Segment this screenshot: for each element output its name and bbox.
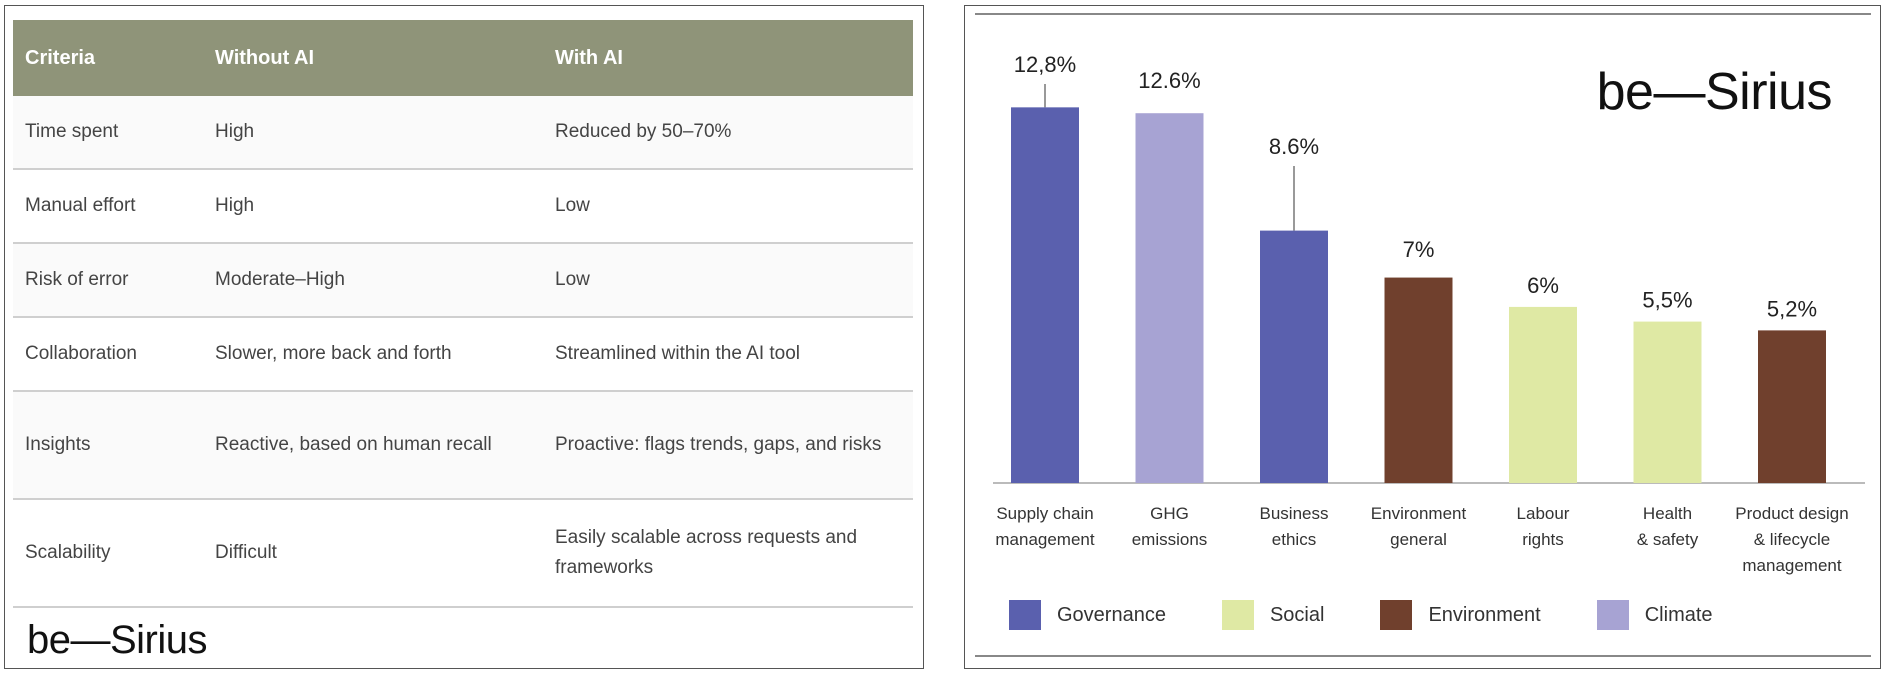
table-row: Insights Reactive, based on human recall… xyxy=(13,392,913,500)
table-header: Criteria Without AI With AI xyxy=(13,20,913,96)
cell-without-ai: Reactive, based on human recall xyxy=(215,434,492,455)
cell-without-ai: Moderate–High xyxy=(215,269,345,290)
bar-5 xyxy=(1509,306,1577,483)
value-label: 5,2% xyxy=(1767,296,1817,321)
bar-7 xyxy=(1758,330,1826,483)
cell-without-ai: Difficult xyxy=(215,542,277,563)
cell-without-ai: High xyxy=(215,195,255,216)
legend-item-climate: Climate xyxy=(1596,600,1713,630)
value-label: 8.6% xyxy=(1269,134,1319,159)
bar-1 xyxy=(1011,107,1079,483)
cell-criteria: Time spent xyxy=(25,121,119,142)
brand-logo-text: be—Sirius xyxy=(27,618,208,662)
value-label: 12,8% xyxy=(1014,52,1076,77)
legend-label: Climate xyxy=(1644,603,1713,626)
chart-legend: Governance Social Environment Climate xyxy=(1009,600,1769,630)
cell-criteria: Collaboration xyxy=(25,343,137,364)
cell-criteria: Insights xyxy=(25,434,91,455)
bar-3 xyxy=(1260,230,1328,483)
legend-swatch xyxy=(1221,600,1254,630)
category-label: Product design xyxy=(1735,504,1848,523)
cell-with-ai: Easily scalable across requests and fram… xyxy=(555,527,858,578)
legend-label: Environment xyxy=(1428,603,1541,626)
header-without-ai: Without AI xyxy=(215,46,315,69)
cell-without-ai: High xyxy=(215,121,255,142)
category-label: general xyxy=(1390,530,1447,549)
cell-with-ai: Proactive: flags trends, gaps, and risks xyxy=(555,434,882,455)
category-label: management xyxy=(995,530,1095,549)
table-body: Time spent High Reduced by 50–70% Manual… xyxy=(13,96,913,608)
category-label: Environment xyxy=(1371,504,1467,523)
cell-without-ai: Slower, more back and forth xyxy=(215,343,452,364)
table-row: Scalability Difficult Easily scalable ac… xyxy=(13,500,913,608)
value-label: 12.6% xyxy=(1138,68,1200,93)
table-row: Risk of error Moderate–High Low xyxy=(13,244,913,318)
cell-criteria: Risk of error xyxy=(25,269,129,290)
header-criteria: Criteria xyxy=(25,46,96,69)
chart-panel: be—Sirius 12,8% Supply chain management 12.… xyxy=(964,5,1881,669)
category-label: & safety xyxy=(1637,530,1699,549)
cell-with-ai: Reduced by 50–70% xyxy=(555,121,732,142)
comparison-table-panel: Criteria Without AI With AI Time spent H… xyxy=(4,5,924,669)
cell-criteria: Scalability xyxy=(25,542,111,563)
bar-2 xyxy=(1135,113,1204,483)
category-label: Health xyxy=(1643,504,1692,523)
category-label: emissions xyxy=(1132,530,1208,549)
cell-with-ai: Low xyxy=(555,195,590,216)
value-label: 7% xyxy=(1403,237,1435,262)
category-label: rights xyxy=(1522,530,1564,549)
category-label: & lifecycle xyxy=(1754,530,1831,549)
legend-swatch xyxy=(1380,600,1413,630)
legend-item-social: Social xyxy=(1221,600,1325,630)
cell-with-ai: Low xyxy=(555,269,590,290)
category-label: Business xyxy=(1260,504,1329,523)
legend-swatch xyxy=(1596,600,1629,630)
header-with-ai: With AI xyxy=(555,46,623,69)
comparison-table: Criteria Without AI With AI Time spent H… xyxy=(13,20,913,608)
table-row: Collaboration Slower, more back and fort… xyxy=(13,318,913,392)
legend-item-governance: Governance xyxy=(1009,600,1166,630)
bar-6 xyxy=(1633,321,1702,483)
value-label: 5,5% xyxy=(1642,288,1692,313)
legend-item-environment: Environment xyxy=(1380,600,1541,630)
category-label: Supply chain xyxy=(996,504,1093,523)
cell-criteria: Manual effort xyxy=(25,195,136,216)
table-row: Manual effort High Low xyxy=(13,170,913,244)
value-label: 6% xyxy=(1527,273,1559,298)
cell-with-ai: Streamlined within the AI tool xyxy=(555,343,801,364)
category-label: ethics xyxy=(1272,530,1316,549)
category-label: GHG xyxy=(1150,504,1189,523)
brand-logo-text: be—Sirius xyxy=(1596,63,1833,121)
table-row: Time spent High Reduced by 50–70% xyxy=(13,96,913,170)
category-label: Labour xyxy=(1517,504,1570,523)
legend-swatch xyxy=(1009,600,1041,630)
bar-chart: 12,8% Supply chain management 12.6% GHG emiss… xyxy=(975,13,1871,657)
bar-4 xyxy=(1384,277,1453,483)
category-label: management xyxy=(1742,556,1842,575)
legend-label: Social xyxy=(1269,603,1325,626)
legend-label: Governance xyxy=(1057,603,1166,626)
